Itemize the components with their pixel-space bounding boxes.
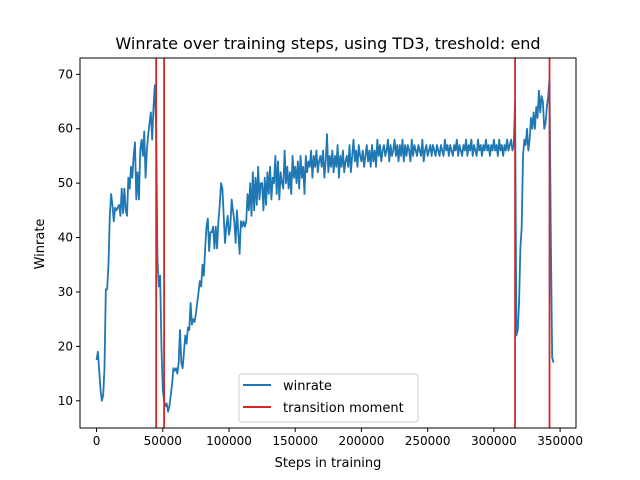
x-tick-label: 50000 bbox=[144, 434, 182, 448]
plot-area bbox=[95, 58, 555, 428]
x-tick-label: 300000 bbox=[471, 434, 517, 448]
axes-border bbox=[79, 57, 577, 429]
x-tick-label: 350000 bbox=[537, 434, 583, 448]
y-tick-label: 40 bbox=[58, 231, 73, 245]
x-tick-label: 0 bbox=[93, 434, 101, 448]
legend-box bbox=[238, 373, 419, 423]
x-tick-label: 200000 bbox=[339, 434, 385, 448]
series-line-winrate bbox=[95, 78, 555, 413]
legend-label-transition: transition moment bbox=[283, 401, 404, 416]
y-tick-label: 30 bbox=[58, 285, 73, 299]
y-tick-label: 70 bbox=[58, 67, 73, 81]
legend: winrate transition moment bbox=[238, 373, 419, 423]
y-tick-label: 50 bbox=[58, 176, 73, 190]
axis-ticks: 0 50000 100000 150000 200000 250000 300000 3500… bbox=[58, 67, 583, 448]
chart-title: Winrate over training steps, using TD3, … bbox=[115, 34, 540, 53]
x-axis-label: Steps in training bbox=[275, 456, 382, 471]
x-tick-label: 100000 bbox=[206, 434, 252, 448]
y-tick-label: 10 bbox=[58, 394, 73, 408]
y-tick-label: 60 bbox=[58, 122, 73, 136]
y-axis-label: Winrate bbox=[33, 219, 48, 270]
x-tick-label: 250000 bbox=[405, 434, 451, 448]
x-tick-label: 150000 bbox=[272, 434, 318, 448]
y-tick-label: 20 bbox=[58, 339, 73, 353]
axes-frame bbox=[79, 57, 577, 429]
legend-label-winrate: winrate bbox=[283, 379, 332, 394]
